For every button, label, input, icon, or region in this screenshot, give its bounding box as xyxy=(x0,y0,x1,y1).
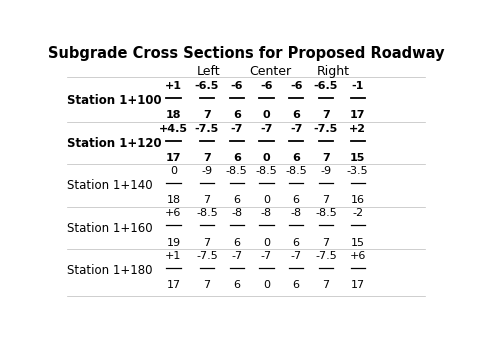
Text: 6: 6 xyxy=(233,195,240,205)
Text: -8.5: -8.5 xyxy=(226,166,248,176)
Text: Station 1+120: Station 1+120 xyxy=(67,137,162,150)
Text: -8.5: -8.5 xyxy=(196,208,218,218)
Text: 15: 15 xyxy=(350,153,365,163)
Text: +2: +2 xyxy=(349,124,366,134)
Text: 7: 7 xyxy=(323,238,330,248)
Text: -6: -6 xyxy=(230,81,243,91)
Text: 0: 0 xyxy=(263,280,270,290)
Text: 18: 18 xyxy=(166,110,181,120)
Text: 7: 7 xyxy=(204,238,211,248)
Text: 17: 17 xyxy=(350,110,365,120)
Text: 6: 6 xyxy=(233,280,240,290)
Text: Station 1+180: Station 1+180 xyxy=(67,264,153,277)
Text: 6: 6 xyxy=(293,280,300,290)
Text: -7.5: -7.5 xyxy=(315,251,337,261)
Text: +1: +1 xyxy=(165,81,182,91)
Text: +6: +6 xyxy=(165,208,181,218)
Text: 18: 18 xyxy=(167,195,180,205)
Text: Station 1+140: Station 1+140 xyxy=(67,179,153,192)
Text: -7: -7 xyxy=(230,124,243,134)
Text: 7: 7 xyxy=(203,110,211,120)
Text: 7: 7 xyxy=(204,195,211,205)
Text: 6: 6 xyxy=(292,110,300,120)
Text: 6: 6 xyxy=(293,238,300,248)
Text: -6.5: -6.5 xyxy=(195,81,219,91)
Text: -1: -1 xyxy=(351,81,364,91)
Text: -6: -6 xyxy=(290,81,302,91)
Text: 0: 0 xyxy=(170,166,177,176)
Text: -8: -8 xyxy=(231,208,242,218)
Text: 17: 17 xyxy=(350,280,365,290)
Text: -7: -7 xyxy=(260,124,273,134)
Text: 0: 0 xyxy=(263,110,270,120)
Text: +6: +6 xyxy=(349,251,366,261)
Text: -7: -7 xyxy=(261,251,272,261)
Text: -6.5: -6.5 xyxy=(314,81,338,91)
Text: 6: 6 xyxy=(233,153,240,163)
Text: -7.5: -7.5 xyxy=(314,124,338,134)
Text: +4.5: +4.5 xyxy=(159,124,188,134)
Text: 19: 19 xyxy=(167,238,180,248)
Text: 0: 0 xyxy=(263,195,270,205)
Text: 15: 15 xyxy=(350,238,365,248)
Text: -7: -7 xyxy=(291,251,302,261)
Text: 6: 6 xyxy=(233,238,240,248)
Text: 7: 7 xyxy=(203,153,211,163)
Text: -7.5: -7.5 xyxy=(195,124,219,134)
Text: 0: 0 xyxy=(263,238,270,248)
Text: -8.5: -8.5 xyxy=(285,166,307,176)
Text: Subgrade Cross Sections for Proposed Roadway: Subgrade Cross Sections for Proposed Roa… xyxy=(48,46,444,61)
Text: -9: -9 xyxy=(202,166,213,176)
Text: Left: Left xyxy=(197,65,221,78)
Text: -8: -8 xyxy=(291,208,302,218)
Text: -8.5: -8.5 xyxy=(315,208,337,218)
Text: 7: 7 xyxy=(323,195,330,205)
Text: 7: 7 xyxy=(204,280,211,290)
Text: 6: 6 xyxy=(293,195,300,205)
Text: 17: 17 xyxy=(166,153,181,163)
Text: +1: +1 xyxy=(165,251,181,261)
Text: -7: -7 xyxy=(290,124,302,134)
Text: -9: -9 xyxy=(321,166,332,176)
Text: 7: 7 xyxy=(322,110,330,120)
Text: Right: Right xyxy=(317,65,350,78)
Text: Center: Center xyxy=(249,65,291,78)
Text: -2: -2 xyxy=(352,208,363,218)
Text: -8: -8 xyxy=(261,208,272,218)
Text: 0: 0 xyxy=(263,153,270,163)
Text: 17: 17 xyxy=(167,280,180,290)
Text: -8.5: -8.5 xyxy=(255,166,277,176)
Text: -7: -7 xyxy=(231,251,242,261)
Text: 6: 6 xyxy=(292,153,300,163)
Text: Station 1+160: Station 1+160 xyxy=(67,222,153,235)
Text: 7: 7 xyxy=(322,153,330,163)
Text: -3.5: -3.5 xyxy=(347,166,369,176)
Text: 7: 7 xyxy=(323,280,330,290)
Text: Station 1+100: Station 1+100 xyxy=(67,94,162,107)
Text: -7.5: -7.5 xyxy=(196,251,218,261)
Text: 6: 6 xyxy=(233,110,240,120)
Text: -6: -6 xyxy=(260,81,273,91)
Text: 16: 16 xyxy=(350,195,365,205)
